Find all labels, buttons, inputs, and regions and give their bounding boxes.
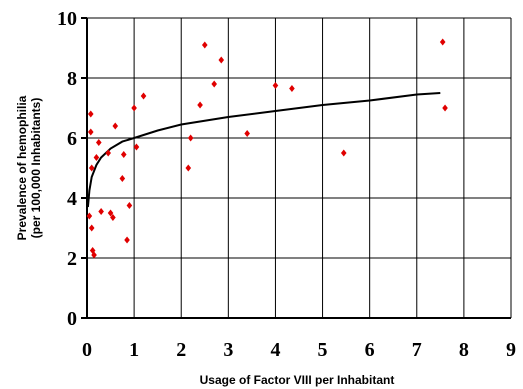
data-point xyxy=(140,92,147,100)
y-tick-label: 4 xyxy=(67,188,77,210)
data-point xyxy=(87,110,94,118)
data-point xyxy=(211,80,217,88)
trendline xyxy=(86,92,441,208)
gridlines xyxy=(87,17,512,318)
y-tick-label: 0 xyxy=(67,308,77,330)
data-point xyxy=(95,139,102,146)
data-point xyxy=(86,212,93,220)
data-point xyxy=(289,85,295,92)
y-tick-label: 8 xyxy=(67,68,77,90)
x-tick-label: 5 xyxy=(318,339,328,361)
plot-area xyxy=(87,18,511,318)
data-point xyxy=(218,56,225,64)
data-point xyxy=(98,208,104,215)
x-tick-label: 7 xyxy=(412,339,422,361)
data-point xyxy=(272,82,279,89)
data-point xyxy=(439,38,446,46)
axes xyxy=(81,17,511,319)
data-point xyxy=(88,224,95,232)
data-point xyxy=(87,128,94,136)
y-axis-title: Prevalence of hemophilia (per 100,000 In… xyxy=(15,95,43,240)
x-tick-label: 9 xyxy=(506,339,516,361)
x-tick-label: 1 xyxy=(129,339,139,361)
data-point xyxy=(105,149,111,157)
data-point xyxy=(133,143,140,151)
y-axis-title-line1: Prevalence of hemophilia xyxy=(15,95,29,240)
data-point xyxy=(442,104,448,112)
x-tick-label: 8 xyxy=(459,339,469,361)
x-tick-label: 2 xyxy=(176,339,186,361)
data-point xyxy=(88,164,95,172)
data-point xyxy=(120,151,127,158)
data-point xyxy=(126,202,133,209)
data-point xyxy=(131,104,137,112)
y-tick-labels: 0 2 4 6 8 10 xyxy=(57,8,77,330)
y-axis-title-line2: (per 100,000 Inhabitants) xyxy=(29,98,43,239)
data-point xyxy=(91,251,97,259)
data-point xyxy=(201,41,208,49)
x-tick-label: 6 xyxy=(365,339,375,361)
data-point xyxy=(244,130,250,137)
x-tick-label: 4 xyxy=(270,339,280,361)
data-point xyxy=(112,122,119,130)
x-axis-title: Usage of Factor VIII per Inhabitant xyxy=(200,373,395,387)
y-tick-label: 2 xyxy=(67,248,77,270)
data-point xyxy=(107,209,114,217)
x-tick-label: 3 xyxy=(223,339,233,361)
data-point xyxy=(340,149,347,157)
data-point xyxy=(110,214,116,221)
data-point xyxy=(93,154,100,161)
data-point xyxy=(185,164,192,172)
data-point xyxy=(124,236,130,244)
data-point xyxy=(197,101,203,109)
data-point xyxy=(119,175,126,182)
x-tick-label: 0 xyxy=(82,339,92,361)
x-tick-labels: 0 1 2 3 4 5 6 7 8 9 xyxy=(82,339,516,361)
data-points xyxy=(86,38,448,259)
y-tick-label: 10 xyxy=(57,8,77,30)
data-point xyxy=(187,134,194,142)
y-tick-label: 6 xyxy=(67,128,77,150)
